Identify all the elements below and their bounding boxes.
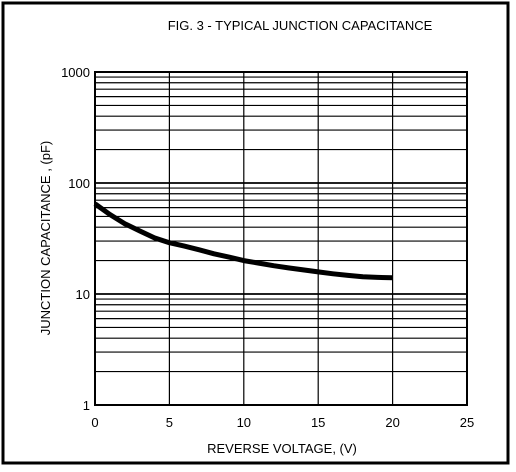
grid-lines [95,72,467,405]
x-tick-label: 15 [311,415,325,430]
plot-area-frame [94,71,468,406]
x-tick-label: 5 [166,415,173,430]
x-tick-label: 20 [385,415,399,430]
y-tick-label: 1 [83,398,90,413]
tick-labels: 0 5 10 15 20 25 1 10 100 1000 [61,65,474,430]
x-tick-label: 10 [237,415,251,430]
y-axis-label: JUNCTION CAPACITANCE , (pF) [38,141,53,336]
x-tick-label: 0 [91,415,98,430]
chart-title: FIG. 3 - TYPICAL JUNCTION CAPACITANCE [168,18,433,33]
figure-border [1,1,510,465]
y-tick-label: 10 [76,287,90,302]
x-tick-label: 25 [460,415,474,430]
y-tick-label: 1000 [61,65,90,80]
x-axis-label: REVERSE VOLTAGE, (V) [207,441,357,456]
series-layer [93,201,393,281]
series-line [93,201,393,281]
y-tick-label: 100 [68,176,90,191]
